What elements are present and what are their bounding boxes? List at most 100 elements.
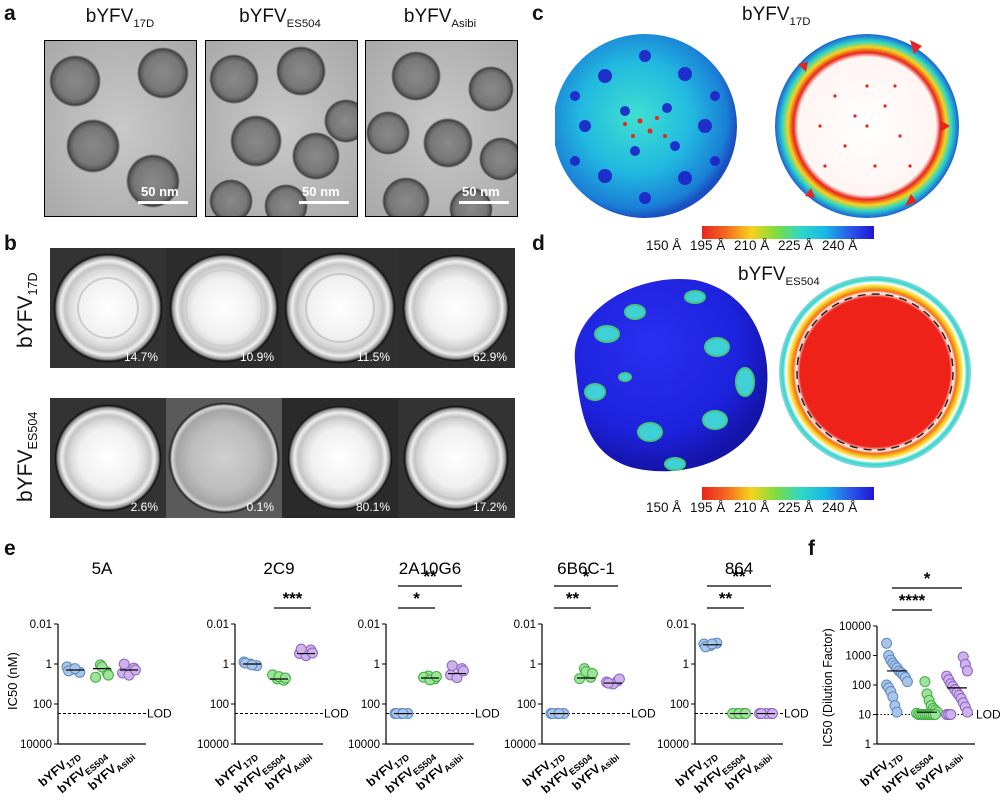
scale-bar	[459, 201, 509, 204]
data-point	[706, 638, 718, 650]
scale-bar-label: 50 nm	[141, 184, 179, 199]
graph-title: 5A	[92, 559, 113, 578]
data-point	[90, 671, 102, 683]
data-point	[457, 665, 469, 677]
data-point	[929, 709, 941, 720]
class-percent: 2.6%	[130, 500, 158, 514]
colorbar-c-ticks: 150 Å 195 Å 210 Å 225 Å 240 Å	[646, 238, 866, 253]
data-point	[891, 706, 903, 718]
y-tick-label: 100	[361, 699, 380, 711]
cryo-em-image-17d: 50 nm	[44, 40, 197, 217]
scale-bar	[299, 201, 349, 204]
data-point	[586, 668, 598, 680]
y-axis-label: IC50 (Dilution Factor)	[821, 628, 835, 747]
colorbar-tick: 240 Å	[822, 238, 858, 253]
scale-bar-label: 50 nm	[302, 184, 340, 199]
colorbar-tick: 210 Å	[734, 500, 770, 515]
y-tick-label: 1	[530, 659, 536, 671]
map-title-17d: bYFV17D	[742, 4, 811, 28]
class-percent: 11.5%	[356, 350, 390, 364]
data-point	[118, 658, 130, 670]
colorbar-d	[702, 487, 874, 500]
em-title-asibi: bYFVAsibi	[403, 6, 477, 30]
panel-d-letter: d	[532, 232, 545, 255]
data-point	[574, 673, 586, 685]
class-average: 2.6%	[50, 398, 166, 518]
y-tick-label: 10000	[657, 739, 689, 751]
significance-label: **	[566, 589, 580, 608]
graph-title: 2A10G6	[399, 559, 461, 578]
em-title-es504: bYFVES504	[239, 6, 321, 30]
cryo-em-image-asibi: 50 nm	[365, 40, 518, 217]
graph-title: 6B6C-1	[557, 559, 615, 578]
class-average: 0.1%	[166, 398, 282, 518]
class-average: 14.7%	[50, 248, 166, 368]
significance-label: **	[719, 589, 733, 608]
class-row-label-17d: bYFV17D	[14, 272, 41, 348]
lod-label: LOD	[976, 708, 1000, 722]
data-point	[451, 672, 463, 684]
class-percent: 10.9%	[239, 350, 274, 364]
lod-label: LOD	[631, 707, 656, 721]
y-tick-label: 0.01	[207, 619, 229, 631]
y-tick-label: 100	[210, 699, 229, 711]
panel-c-letter: c	[532, 2, 544, 25]
colorbar-tick: 240 Å	[822, 500, 858, 515]
colorbar-d-ticks: 150 Å 195 Å 210 Å 225 Å 240 Å	[646, 500, 866, 515]
lod-label: LOD	[324, 707, 349, 721]
lod-label: LOD	[475, 707, 500, 721]
data-point	[887, 691, 899, 703]
data-point	[919, 676, 931, 688]
class-average: 17.2%	[398, 398, 515, 518]
y-tick-label: 1	[223, 659, 229, 671]
data-point	[96, 661, 108, 673]
colorbar-c	[702, 226, 874, 239]
panel-f-letter: f	[808, 537, 815, 560]
y-tick-label: 0.01	[30, 619, 52, 631]
y-tick-label: 0.01	[667, 619, 689, 631]
data-point	[69, 663, 81, 675]
ic50-scatter-plots: IC50 (nM)5A0.01110010000LODbYFV17DbYFVES…	[5, 559, 1000, 796]
y-axis-label: IC50 (nM)	[5, 652, 20, 710]
y-tick-label: 1	[865, 739, 871, 751]
data-point	[279, 672, 291, 684]
data-point	[102, 669, 114, 681]
cross-section-17d	[775, 34, 959, 218]
data-point	[901, 676, 913, 688]
cryo-em-micrograph	[206, 41, 357, 216]
class-average-row-17d: 14.7% 10.9% 11.5% 62.9%	[50, 248, 515, 368]
y-tick-label: 10000	[20, 739, 52, 751]
colorbar-tick: 225 Å	[778, 238, 814, 253]
significance-label: **	[732, 567, 746, 586]
map-title-es504: bYFVES504	[738, 264, 820, 288]
lod-label: LOD	[147, 707, 172, 721]
data-point	[246, 659, 258, 671]
data-point	[961, 665, 973, 677]
y-tick-label: 1000	[845, 651, 871, 663]
significance-label: *	[413, 589, 420, 608]
panel-e-letter: e	[4, 537, 16, 560]
class-percent: 17.2%	[472, 500, 507, 514]
y-tick-label: 10	[858, 710, 871, 722]
y-tick-label: 1	[46, 659, 52, 671]
y-tick-label: 10000	[839, 621, 871, 633]
significance-label: ***	[283, 589, 303, 608]
colorbar-tick: 225 Å	[778, 500, 814, 515]
y-tick-label: 1	[683, 659, 689, 671]
graph-title: 864	[725, 559, 753, 578]
y-tick-label: 100	[517, 699, 536, 711]
data-point	[295, 643, 307, 655]
class-average: 62.9%	[398, 248, 515, 368]
cryo-em-micrograph	[45, 41, 196, 216]
class-percent: 14.7%	[123, 350, 158, 364]
data-point	[881, 637, 893, 649]
density-map-es504	[574, 276, 971, 472]
class-percent: 62.9%	[472, 350, 507, 364]
panel-b-letter: b	[4, 232, 17, 255]
panel-a-letter: a	[4, 2, 16, 25]
surface-view-17d	[555, 34, 737, 218]
significance-label: ****	[899, 591, 926, 610]
y-tick-label: 100	[670, 699, 689, 711]
y-tick-label: 0.01	[514, 619, 536, 631]
cross-section-es504	[779, 276, 971, 468]
